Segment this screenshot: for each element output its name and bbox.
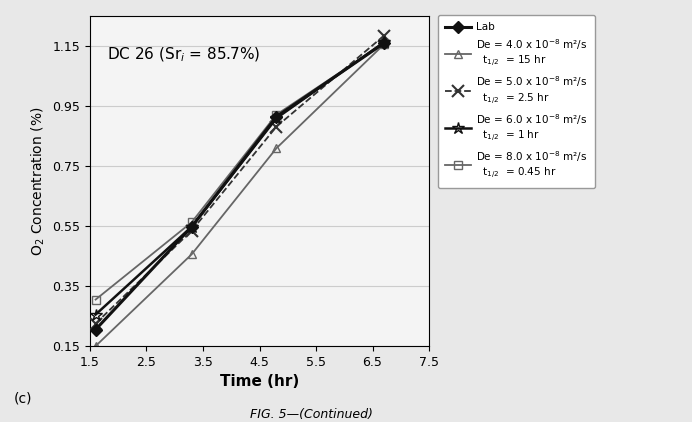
Text: FIG. 5—(Continued): FIG. 5—(Continued) [250,408,373,421]
De = 5.0 x 10$^{-8}$ m²/s
  t$_{1/2}$  = 2.5 hr [272,124,281,129]
Line: De = 4.0 x 10$^{-8}$ m²/s
  t$_{1/2}$  = 15 hr: De = 4.0 x 10$^{-8}$ m²/s t$_{1/2}$ = 15… [91,41,388,350]
Text: DC 26 (Sr$_{i}$ = 85.7%): DC 26 (Sr$_{i}$ = 85.7%) [107,46,260,65]
De = 8.0 x 10$^{-8}$ m²/s
  t$_{1/2}$  = 0.45 hr [272,112,281,117]
De = 4.0 x 10$^{-8}$ m²/s
  t$_{1/2}$  = 15 hr [91,344,100,349]
X-axis label: Time (hr): Time (hr) [220,374,299,390]
De = 5.0 x 10$^{-8}$ m²/s
  t$_{1/2}$  = 2.5 hr [91,321,100,326]
Lab [91,327,100,332]
De = 6.0 x 10$^{-8}$ m²/s
  t$_{1/2}$  = 1 hr [188,224,196,229]
Line: De = 8.0 x 10$^{-8}$ m²/s
  t$_{1/2}$  = 0.45 hr: De = 8.0 x 10$^{-8}$ m²/s t$_{1/2}$ = 0.… [91,39,388,304]
De = 5.0 x 10$^{-8}$ m²/s
  t$_{1/2}$  = 2.5 hr [380,33,388,38]
Line: De = 6.0 x 10$^{-8}$ m²/s
  t$_{1/2}$  = 1 hr: De = 6.0 x 10$^{-8}$ m²/s t$_{1/2}$ = 1 … [89,36,390,321]
Line: De = 5.0 x 10$^{-8}$ m²/s
  t$_{1/2}$  = 2.5 hr: De = 5.0 x 10$^{-8}$ m²/s t$_{1/2}$ = 2.… [90,30,390,329]
Line: Lab: Lab [91,39,388,334]
Lab [380,41,388,46]
De = 4.0 x 10$^{-8}$ m²/s
  t$_{1/2}$  = 15 hr [188,252,196,257]
Text: (c): (c) [14,391,33,405]
De = 8.0 x 10$^{-8}$ m²/s
  t$_{1/2}$  = 0.45 hr [91,297,100,302]
Lab [188,224,196,229]
De = 6.0 x 10$^{-8}$ m²/s
  t$_{1/2}$  = 1 hr [380,40,388,45]
De = 8.0 x 10$^{-8}$ m²/s
  t$_{1/2}$  = 0.45 hr [188,220,196,225]
De = 4.0 x 10$^{-8}$ m²/s
  t$_{1/2}$  = 15 hr [380,42,388,47]
Y-axis label: O$_2$ Concentration (%): O$_2$ Concentration (%) [29,106,46,256]
Legend: Lab, De = 4.0 x 10$^{-8}$ m²/s
  t$_{1/2}$  = 15 hr, De = 5.0 x 10$^{-8}$ m²/s
 : Lab, De = 4.0 x 10$^{-8}$ m²/s t$_{1/2}$… [437,15,594,188]
De = 4.0 x 10$^{-8}$ m²/s
  t$_{1/2}$  = 15 hr [272,146,281,151]
De = 5.0 x 10$^{-8}$ m²/s
  t$_{1/2}$  = 2.5 hr [188,228,196,233]
Lab [272,114,281,119]
De = 6.0 x 10$^{-8}$ m²/s
  t$_{1/2}$  = 1 hr [91,312,100,317]
De = 6.0 x 10$^{-8}$ m²/s
  t$_{1/2}$  = 1 hr [272,116,281,121]
De = 8.0 x 10$^{-8}$ m²/s
  t$_{1/2}$  = 0.45 hr [380,41,388,46]
